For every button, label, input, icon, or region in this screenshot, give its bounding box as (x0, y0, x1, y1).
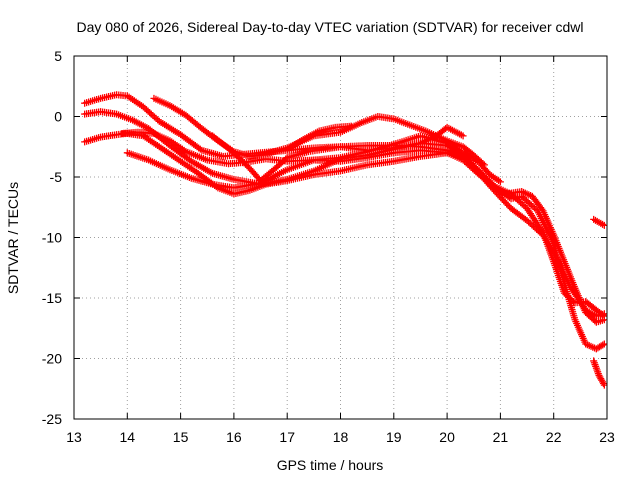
x-axis-label: GPS time / hours (277, 457, 384, 473)
y-tick-label: -15 (42, 290, 62, 306)
x-tick-label: 23 (599, 429, 615, 445)
data-point (489, 181, 497, 189)
x-tick-label: 13 (66, 429, 82, 445)
series-track-8 (283, 122, 355, 153)
axes-layer: 13 14 15 16 17 18 19 20 21 22 23 5 0 -5 -10 -15 -20 -25 (42, 48, 615, 445)
x-tick-label: 14 (120, 429, 136, 445)
chart-title: Day 080 of 2026, Sidereal Day-to-day VTE… (76, 19, 583, 35)
x-tick-label: 22 (546, 429, 562, 445)
data-point (479, 160, 487, 168)
y-tick-label: 5 (54, 48, 62, 64)
y-tick-label: -20 (42, 351, 62, 367)
data-point (459, 132, 467, 140)
x-tick-label: 18 (333, 429, 349, 445)
data-point (196, 145, 204, 153)
x-tick-label: 21 (493, 429, 509, 445)
data-point (496, 178, 504, 186)
series-track-7 (209, 123, 467, 185)
data-point (569, 297, 577, 305)
plot-border (73, 55, 608, 420)
x-tick-label: 15 (173, 429, 189, 445)
y-tick-label: 0 (54, 109, 62, 125)
data-point (599, 341, 607, 349)
y-tick-label: -25 (42, 411, 62, 427)
y-axis-label: SDTVAR / TECUs (5, 182, 21, 294)
data-point (480, 161, 488, 169)
x-tick-label: 17 (279, 429, 295, 445)
data-point (599, 311, 607, 319)
data-layer (81, 91, 607, 389)
y-tick-label: -10 (42, 230, 62, 246)
x-tick-label: 20 (439, 429, 455, 445)
data-point (599, 380, 607, 388)
y-tick-label: -5 (50, 169, 63, 185)
series-track-10 (590, 357, 607, 389)
x-tick-label: 16 (226, 429, 242, 445)
x-tick-label: 19 (386, 429, 402, 445)
data-point (347, 122, 355, 130)
